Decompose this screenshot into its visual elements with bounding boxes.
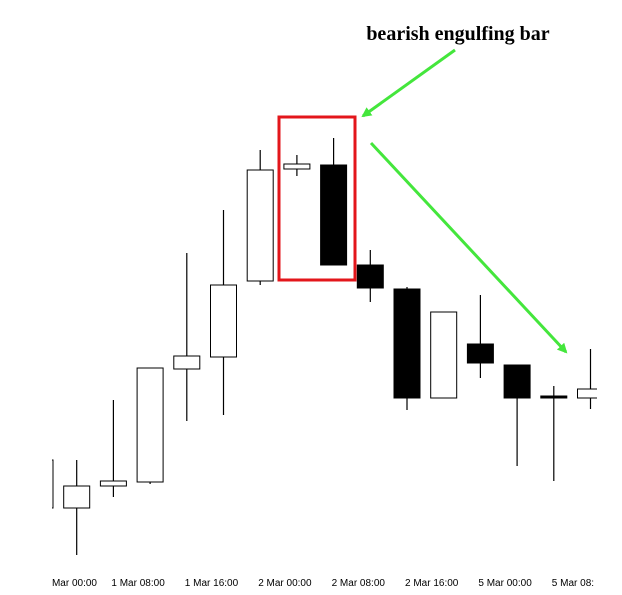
candle-body (52, 459, 54, 509)
candle-body (320, 164, 348, 266)
candle-body (540, 395, 568, 399)
annotations (277, 48, 568, 354)
x-tick-label: 1 Mar 16:00 (185, 578, 239, 589)
candle-body (356, 264, 384, 289)
candle-body (246, 169, 274, 282)
candle-body (430, 311, 458, 399)
x-tick-label: Mar 00:00 (52, 578, 97, 589)
candle-body (136, 367, 164, 483)
highlight-box (277, 115, 357, 282)
arrow (361, 48, 456, 118)
candle-body (283, 163, 311, 170)
x-tick-label: 5 Mar 00:00 (478, 578, 532, 589)
candle-body (393, 288, 421, 399)
candle-body (99, 480, 127, 487)
candle-body (173, 355, 201, 370)
x-tick-label: 2 Mar 16:00 (405, 578, 459, 589)
x-tick-label: 2 Mar 08:00 (332, 578, 386, 589)
candle-body (210, 284, 237, 358)
candle-body (63, 485, 91, 509)
plot-area (52, 138, 597, 555)
chart-title: bearish engulfing bar (366, 23, 549, 45)
candle-body (503, 364, 531, 399)
x-tick-label: 5 Mar 08: (552, 578, 594, 589)
candle-body (466, 343, 494, 364)
candle-body (577, 388, 597, 399)
arrow (369, 141, 568, 354)
x-tick-label: 1 Mar 08:00 (111, 578, 165, 589)
x-tick-label: 2 Mar 00:00 (258, 578, 312, 589)
